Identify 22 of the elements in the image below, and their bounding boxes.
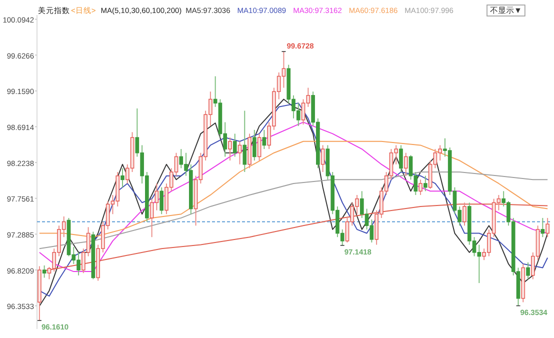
candlestick	[540, 217, 545, 238]
candlestick	[242, 110, 247, 172]
candlestick	[228, 137, 232, 162]
line-series	[38, 172, 548, 250]
candlestick	[526, 262, 530, 280]
line-series	[38, 140, 548, 238]
candlestick	[546, 217, 550, 238]
text: 不显示▼	[490, 6, 522, 15]
candlestick	[252, 129, 256, 162]
line-series	[38, 122, 548, 272]
candlestick	[257, 133, 262, 162]
candlestick	[232, 133, 237, 158]
candlestick	[42, 264, 46, 278]
candlestick	[404, 152, 408, 176]
candlestick	[160, 186, 164, 215]
candlestick	[399, 144, 403, 172]
candlestick	[418, 179, 422, 196]
candlestick	[424, 175, 428, 192]
candlestick	[262, 129, 266, 150]
candlestick	[320, 144, 325, 172]
candlestick	[238, 140, 242, 165]
candlestick	[120, 168, 124, 188]
